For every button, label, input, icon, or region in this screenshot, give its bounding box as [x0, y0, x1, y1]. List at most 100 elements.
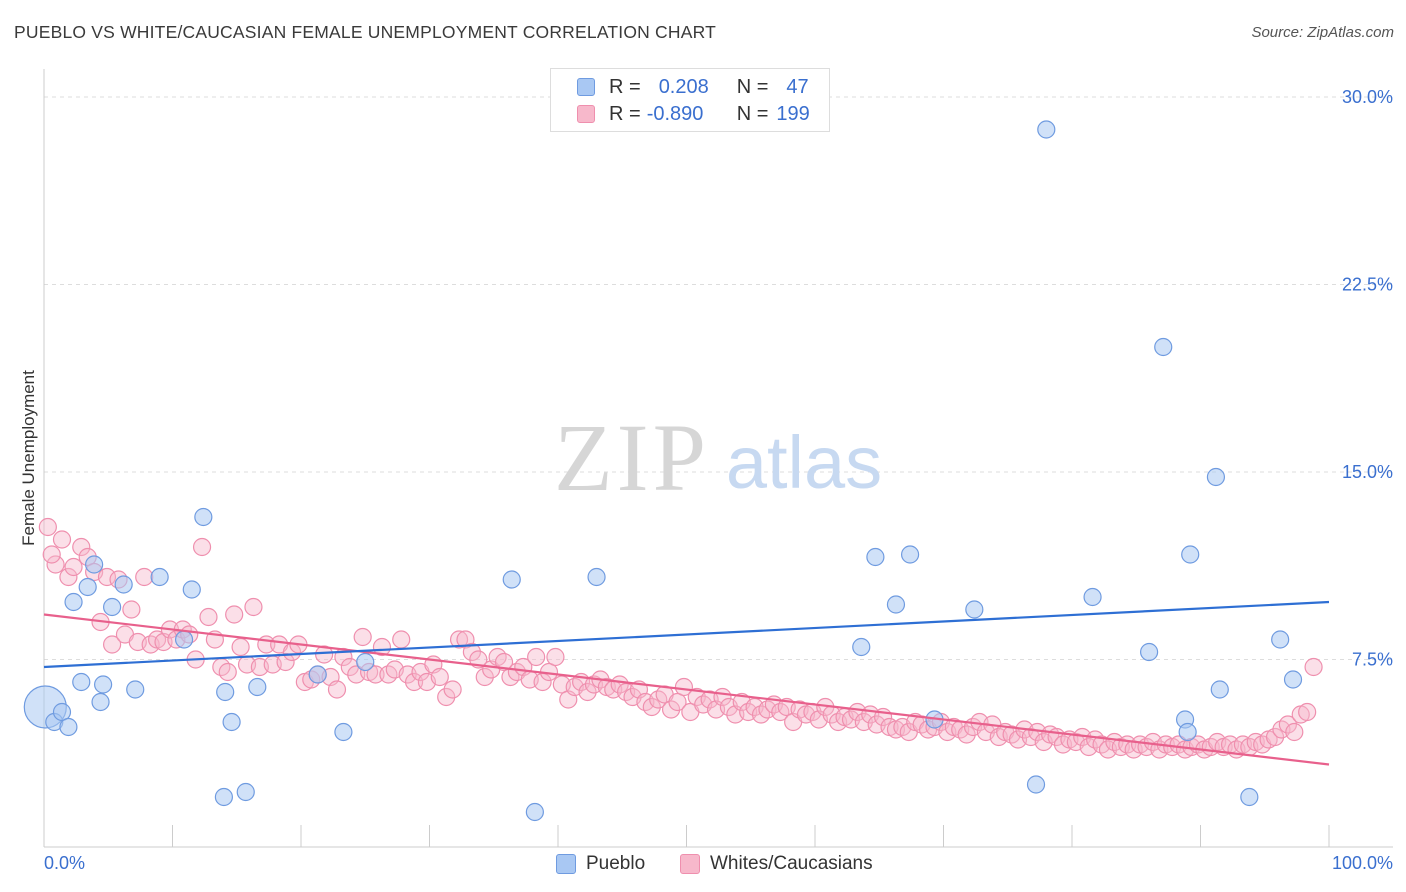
- whites-point: [475, 667, 494, 687]
- y-tick-label: 22.5%: [1342, 275, 1393, 295]
- whites-point: [42, 545, 61, 564]
- whites-point: [97, 567, 117, 587]
- whites-point: [443, 680, 462, 699]
- whites-point: [218, 662, 237, 682]
- grid-lines: 7.5% 15.0% 22.5% 30.0%: [44, 87, 1393, 670]
- pueblo-point: [886, 595, 906, 614]
- whites-point: [46, 555, 65, 574]
- pueblo-trend-line: [43, 600, 1330, 669]
- whites-point: [231, 637, 250, 657]
- pueblo-point: [78, 577, 97, 597]
- chart-title: PUEBLO VS WHITE/CAUCASIAN FEMALE UNEMPLO…: [14, 22, 717, 42]
- whites-point: [674, 677, 694, 697]
- whites-point: [957, 725, 976, 744]
- whites-point: [1298, 702, 1317, 722]
- pueblo-point: [222, 712, 241, 732]
- whites-n-value: 199: [776, 102, 810, 125]
- whites-point: [72, 537, 91, 557]
- whites-point: [315, 645, 334, 664]
- whites-point: [661, 700, 681, 719]
- pueblo-point: [852, 637, 871, 657]
- correlation-legend: R = 0.208 N = 47 R = -0.890 N = 199: [550, 68, 830, 132]
- whites-point: [462, 642, 482, 662]
- whites-point: [103, 635, 122, 654]
- whites-point: [668, 692, 687, 712]
- pueblo-point: [502, 570, 521, 589]
- legend-row-pueblo: R = 0.208 N = 47: [577, 75, 809, 99]
- y-axis-label: Female Unemployment: [19, 370, 38, 546]
- y-tick-label: 15.0%: [1342, 462, 1393, 482]
- whites-point: [327, 680, 347, 699]
- legend-item-pueblo: Pueblo: [556, 851, 645, 877]
- pueblo-point: [1206, 467, 1226, 487]
- whites-point: [1265, 727, 1285, 747]
- pueblo-point: [1240, 787, 1259, 807]
- pueblo-point: [1271, 630, 1290, 649]
- whites-point: [578, 682, 597, 702]
- whites-point: [494, 652, 514, 672]
- pueblo-point: [216, 682, 235, 702]
- legend-row-whites: R = -0.890 N = 199: [577, 102, 810, 126]
- whites-point: [353, 627, 372, 647]
- pueblo-point: [1178, 722, 1197, 742]
- whites-point: [199, 607, 218, 627]
- x-tick-label-max: 100.0%: [1332, 853, 1393, 873]
- pueblo-point: [525, 802, 544, 822]
- pueblo-legend-swatch: [556, 854, 576, 874]
- pueblo-point: [194, 507, 213, 527]
- pueblo-point: [91, 692, 110, 712]
- whites-legend-label: Whites/Caucasians: [710, 853, 873, 874]
- axes: [43, 69, 1393, 848]
- source-label: Source: ZipAtlas.com: [1251, 24, 1394, 41]
- whites-point: [122, 600, 141, 619]
- whites-point: [1304, 657, 1323, 677]
- whites-series: [38, 517, 1323, 759]
- pueblo-point: [965, 600, 984, 619]
- pueblo-point: [587, 567, 606, 587]
- whites-point: [392, 630, 411, 649]
- pueblo-point: [1210, 680, 1229, 699]
- whites-point: [59, 567, 78, 587]
- pueblo-point: [1283, 670, 1303, 689]
- pueblo-r-value: 0.208: [658, 75, 709, 98]
- pueblo-point: [126, 680, 145, 699]
- whites-point: [244, 597, 263, 617]
- pueblo-swatch: [577, 78, 595, 96]
- legend-item-whites: Whites/Caucasians: [680, 851, 873, 877]
- watermark-zip: ZIP: [554, 404, 710, 511]
- whites-trend-line: [43, 613, 1330, 766]
- whites-point: [38, 517, 57, 537]
- pueblo-r-label: R =: [609, 75, 641, 98]
- pueblo-n-label: N =: [736, 75, 769, 98]
- pueblo-point: [1154, 337, 1173, 357]
- pueblo-point: [103, 597, 122, 617]
- pueblo-point: [214, 787, 233, 807]
- whites-point: [449, 630, 469, 649]
- pueblo-point: [94, 675, 113, 694]
- pueblo-point: [248, 677, 267, 697]
- whites-point: [546, 647, 565, 667]
- pueblo-point: [866, 547, 885, 567]
- whites-point: [404, 672, 424, 692]
- pueblo-point: [1026, 775, 1046, 794]
- x-tick-label-min: 0.0%: [44, 853, 85, 873]
- pueblo-point: [114, 575, 133, 594]
- pueblo-point: [236, 782, 255, 802]
- pueblo-point: [72, 672, 91, 692]
- trend-lines: [43, 600, 1330, 766]
- whites-point: [527, 647, 546, 667]
- pueblo-point: [1083, 587, 1102, 607]
- pueblo-point: [85, 555, 104, 574]
- pueblo-point: [64, 592, 83, 612]
- whites-point: [135, 567, 154, 587]
- whites-point: [225, 605, 244, 624]
- whites-point: [1285, 722, 1304, 742]
- whites-n-label: N =: [736, 102, 769, 125]
- pueblo-point: [150, 567, 169, 587]
- y-tick-label: 30.0%: [1342, 87, 1393, 107]
- whites-point: [430, 667, 449, 687]
- watermark-atlas: atlas: [726, 421, 882, 504]
- pueblo-point: [174, 630, 194, 649]
- whites-point: [437, 687, 456, 707]
